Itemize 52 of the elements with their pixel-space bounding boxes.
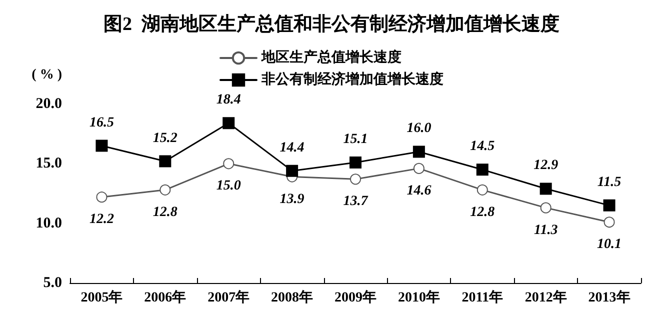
x-tick-label: 2013年 xyxy=(588,290,630,306)
data-label: 16.5 xyxy=(89,115,114,130)
point xyxy=(604,216,615,228)
point xyxy=(476,184,488,196)
data-label: 13.7 xyxy=(343,194,369,210)
point xyxy=(159,155,172,168)
y-axis-title: ( % ) xyxy=(32,68,62,82)
data-label: 10.1 xyxy=(597,237,622,252)
x-tick-label: 2011年 xyxy=(462,290,504,306)
point xyxy=(350,174,361,185)
point xyxy=(96,140,108,152)
point xyxy=(413,162,424,174)
point xyxy=(222,117,235,130)
data-label: 12.8 xyxy=(152,204,178,220)
legend-label: 地区生产总值增长速度 xyxy=(260,48,402,66)
point xyxy=(350,156,362,168)
data-label: 13.9 xyxy=(280,192,304,207)
data-label: 12.9 xyxy=(534,158,558,174)
point xyxy=(96,192,108,203)
data-label: 15.2 xyxy=(152,130,178,146)
point xyxy=(223,158,234,170)
point xyxy=(540,202,552,214)
y-tick-label: 10.0 xyxy=(36,215,62,232)
data-label: 12.8 xyxy=(470,204,495,220)
data-label: 14.6 xyxy=(406,183,432,198)
point xyxy=(603,199,616,212)
chart-title: 图2 湖南地区生产总值和非公有制经济增加值增长速度 xyxy=(104,13,560,35)
x-tick-label: 2008年 xyxy=(271,290,314,306)
data-label: 14.5 xyxy=(470,139,495,154)
data-label: 15.1 xyxy=(343,132,368,147)
y-tick-label: 20.0 xyxy=(36,96,62,112)
y-tick-label: 5.0 xyxy=(43,275,62,291)
y-tick-label: 15.0 xyxy=(36,156,62,172)
x-tick-label: 2009年 xyxy=(334,290,376,306)
point xyxy=(540,182,552,195)
legend-label: 非公有制经济增加值增长速度 xyxy=(260,70,444,88)
data-label: 15.0 xyxy=(216,178,241,194)
x-tick-label: 2005年 xyxy=(80,290,123,306)
point xyxy=(160,184,171,196)
x-tick-label: 2007年 xyxy=(208,290,250,306)
data-label: 14.4 xyxy=(280,140,304,156)
data-label: 11.5 xyxy=(597,174,622,190)
data-label: 18.4 xyxy=(216,92,241,108)
point xyxy=(286,164,298,177)
x-tick-label: 2012年 xyxy=(524,290,567,306)
x-tick-label: 2010年 xyxy=(398,290,440,306)
point xyxy=(476,164,488,176)
x-tick-label: 2006年 xyxy=(144,290,186,306)
data-label: 16.0 xyxy=(406,121,432,136)
data-label: 12.2 xyxy=(89,212,114,228)
data-label: 11.3 xyxy=(534,222,558,238)
point xyxy=(412,146,425,158)
